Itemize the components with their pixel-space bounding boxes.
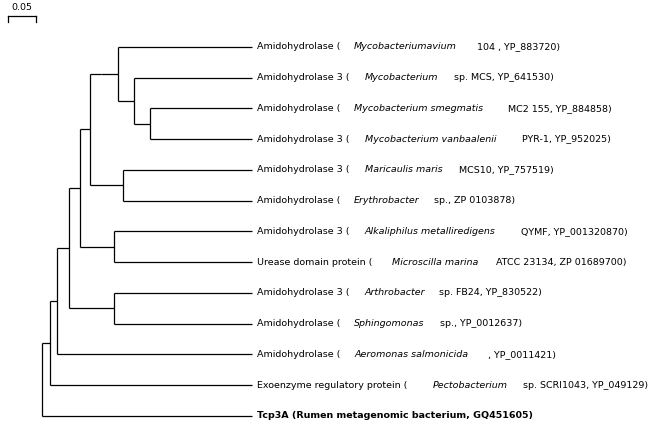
Text: ATCC 23134, ZP 01689700): ATCC 23134, ZP 01689700) [493, 258, 626, 267]
Text: Amidohydrolase 3 (: Amidohydrolase 3 ( [257, 288, 349, 297]
Text: Urease domain protein (: Urease domain protein ( [257, 258, 372, 267]
Text: Amidohydrolase (: Amidohydrolase ( [257, 42, 340, 51]
Text: 0.05: 0.05 [11, 3, 32, 12]
Text: MCS10, YP_757519): MCS10, YP_757519) [455, 165, 554, 174]
Text: 104 , YP_883720): 104 , YP_883720) [475, 42, 560, 51]
Text: MC2 155, YP_884858): MC2 155, YP_884858) [505, 104, 612, 113]
Text: Maricaulis maris: Maricaulis maris [365, 165, 442, 174]
Text: Sphingomonas: Sphingomonas [354, 319, 425, 328]
Text: , YP_0011421): , YP_0011421) [487, 350, 556, 359]
Text: sp. FB24, YP_830522): sp. FB24, YP_830522) [436, 288, 542, 297]
Text: Amidohydrolase 3 (: Amidohydrolase 3 ( [257, 73, 349, 82]
Text: Amidohydrolase (: Amidohydrolase ( [257, 196, 340, 205]
Text: Amidohydrolase (: Amidohydrolase ( [257, 104, 340, 113]
Text: PYR-1, YP_952025): PYR-1, YP_952025) [518, 134, 611, 143]
Text: Pectobacterium: Pectobacterium [432, 381, 507, 390]
Text: sp., YP_0012637): sp., YP_0012637) [436, 319, 522, 328]
Text: Alkaliphilus metalliredigens: Alkaliphilus metalliredigens [365, 227, 496, 236]
Text: Amidohydrolase 3 (: Amidohydrolase 3 ( [257, 165, 349, 174]
Text: sp. MCS, YP_641530): sp. MCS, YP_641530) [451, 73, 554, 82]
Text: Exoenzyme regulatory protein (: Exoenzyme regulatory protein ( [257, 381, 407, 390]
Text: Mycobacterium: Mycobacterium [365, 73, 438, 82]
Text: QYMF, YP_001320870): QYMF, YP_001320870) [518, 227, 627, 236]
Text: Erythrobacter: Erythrobacter [354, 196, 420, 205]
Text: Amidohydrolase (: Amidohydrolase ( [257, 350, 340, 359]
Text: Amidohydrolase 3 (: Amidohydrolase 3 ( [257, 227, 349, 236]
Text: sp., ZP 0103878): sp., ZP 0103878) [431, 196, 515, 205]
Text: Mycobacterium smegmatis: Mycobacterium smegmatis [354, 104, 483, 113]
Text: Amidohydrolase 3 (: Amidohydrolase 3 ( [257, 134, 349, 143]
Text: Mycobacteriumavium: Mycobacteriumavium [354, 42, 457, 51]
Text: Microscilla marina: Microscilla marina [392, 258, 478, 267]
Text: sp. SCRI1043, YP_049129): sp. SCRI1043, YP_049129) [520, 381, 648, 390]
Text: Mycobacterium vanbaalenii: Mycobacterium vanbaalenii [365, 134, 497, 143]
Text: Arthrobacter: Arthrobacter [365, 288, 426, 297]
Text: Amidohydrolase (: Amidohydrolase ( [257, 319, 340, 328]
Text: Aeromonas salmonicida: Aeromonas salmonicida [354, 350, 468, 359]
Text: Tcp3A (Rumen metagenomic bacterium, GQ451605): Tcp3A (Rumen metagenomic bacterium, GQ45… [257, 411, 533, 420]
